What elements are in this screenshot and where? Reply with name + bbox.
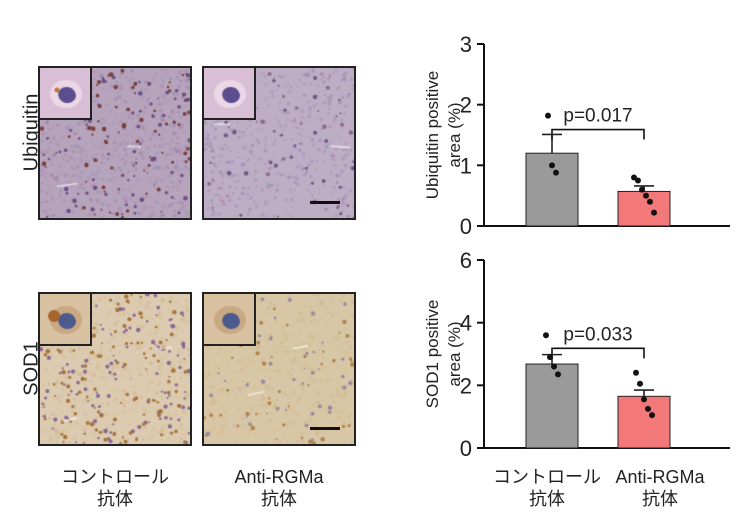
- column-label-anti-rgma-line2: 抗体: [261, 489, 297, 509]
- y-axis-label-line1: SOD1 positive: [423, 300, 442, 409]
- y-tick-label: 0: [460, 214, 472, 239]
- data-point: [543, 332, 549, 339]
- p-value-label: p=0.033: [563, 324, 632, 345]
- data-point: [641, 396, 647, 403]
- x-label-control-line1: コントロール: [493, 467, 601, 487]
- data-point: [633, 369, 639, 376]
- column-label-control: コントロール 抗体: [38, 466, 192, 510]
- y-axis-label-line2: area (%): [445, 321, 464, 386]
- data-point: [637, 380, 643, 387]
- micrograph-ubiquitin-control: [38, 66, 192, 220]
- data-point: [643, 192, 649, 199]
- y-tick-label: 2: [460, 93, 472, 118]
- bar-chart-ubiquitin: Ubiquitin positive area (%) 0 1 2 3 p=0.017: [423, 32, 730, 239]
- y-tick-label: 2: [460, 373, 472, 398]
- data-point: [647, 198, 653, 205]
- y-tick-label: 0: [460, 436, 472, 461]
- inset-ubiquitin-control: [40, 68, 92, 120]
- x-label-anti-rgma-line2: 抗体: [642, 489, 678, 509]
- y-tick-label: 3: [460, 32, 472, 57]
- bar-anti-rgma: [617, 395, 671, 449]
- y-tick-label: 1: [460, 153, 472, 178]
- p-value-label: p=0.017: [563, 106, 632, 127]
- x-label-control-line2: 抗体: [529, 489, 565, 509]
- data-point: [645, 405, 651, 412]
- column-label-anti-rgma-line1: Anti-RGMa: [234, 467, 324, 487]
- x-label-anti-rgma: Anti-RGMa 抗体: [600, 466, 720, 510]
- significance-bracket: [551, 347, 645, 359]
- scale-bar: [310, 201, 340, 204]
- micrograph-sod1-control: [38, 292, 192, 446]
- column-label-control-line2: 抗体: [97, 489, 133, 509]
- y-axis-label-line2: area (%): [445, 102, 464, 167]
- inset-ubiquitin-anti-rgma: [204, 68, 256, 120]
- y-tick-label: 6: [460, 248, 472, 273]
- micrograph-ubiquitin-anti-rgma: [202, 66, 356, 220]
- x-label-anti-rgma-line1: Anti-RGMa: [615, 467, 705, 487]
- data-point: [651, 209, 657, 216]
- significance-bracket: [551, 128, 645, 140]
- data-point: [553, 169, 559, 176]
- column-label-anti-rgma: Anti-RGMa 抗体: [202, 466, 356, 510]
- bar-control: [525, 363, 579, 449]
- data-point: [649, 412, 655, 419]
- x-label-control: コントロール 抗体: [472, 466, 622, 510]
- y-axis-label-line1: Ubiquitin positive: [423, 71, 442, 200]
- column-label-control-line1: コントロール: [61, 467, 169, 487]
- data-point: [545, 112, 551, 119]
- data-point: [639, 186, 645, 193]
- bar-chart-sod1: SOD1 positive area (%) 0 2 4 6 p=0.033: [423, 248, 730, 461]
- scale-bar: [310, 427, 340, 430]
- data-point: [635, 177, 641, 184]
- bar-anti-rgma: [617, 190, 671, 227]
- inset-sod1-anti-rgma: [204, 294, 256, 346]
- inset-sod1-control: [40, 294, 92, 346]
- data-point: [551, 363, 557, 370]
- micrograph-sod1-anti-rgma: [202, 292, 356, 446]
- data-point: [555, 371, 561, 378]
- y-tick-label: 4: [460, 311, 472, 336]
- data-point: [549, 162, 555, 169]
